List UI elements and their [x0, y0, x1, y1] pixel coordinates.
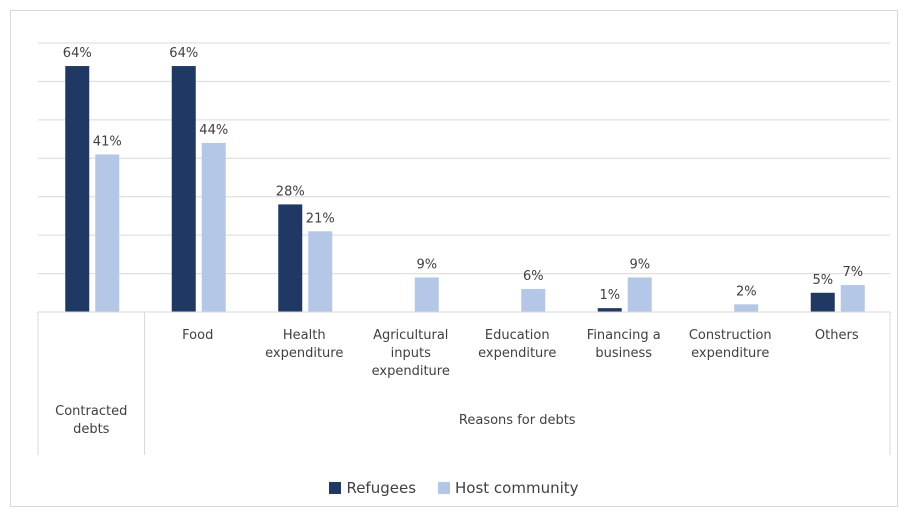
- bar: [171, 66, 196, 312]
- x-tick-label: Others: [814, 328, 859, 343]
- bar: [840, 285, 865, 312]
- bar: [65, 66, 90, 312]
- data-label: 5%: [812, 273, 833, 288]
- legend-swatch: [438, 482, 451, 494]
- legend-label: Refugees: [346, 479, 417, 497]
- x-tick-label: Food: [182, 328, 214, 343]
- legend: Refugees Host community: [0, 479, 908, 497]
- data-label: 41%: [93, 134, 122, 149]
- data-label: 6%: [523, 269, 544, 284]
- bar: [308, 231, 333, 312]
- data-label: 64%: [169, 46, 198, 61]
- data-label: 44%: [199, 123, 228, 138]
- legend-item: Refugees: [329, 479, 416, 497]
- data-label: 28%: [276, 184, 305, 199]
- x-tick-label: Education expenditure: [478, 328, 557, 361]
- data-label: 9%: [416, 257, 437, 272]
- group-label: Contracted debts: [55, 404, 128, 437]
- data-label: 21%: [306, 211, 335, 226]
- bar: [810, 292, 835, 312]
- chart-frame: [10, 10, 898, 507]
- x-tick-label: Agricultural inputs expenditure: [371, 328, 450, 379]
- data-label: 9%: [629, 257, 650, 272]
- group-label: Reasons for debts: [458, 413, 576, 428]
- data-label: 64%: [63, 46, 92, 61]
- data-label: 7%: [842, 265, 863, 280]
- bar: [627, 277, 652, 312]
- legend-item: Host community: [438, 479, 579, 497]
- bar: [278, 204, 303, 312]
- x-tick-label: Health expenditure: [265, 328, 344, 361]
- bar: [414, 277, 439, 312]
- bar: [521, 288, 546, 312]
- bar: [597, 308, 622, 312]
- x-tick-label: Financing a business: [586, 328, 661, 361]
- x-tick-label: Construction expenditure: [688, 328, 772, 361]
- data-label: 1%: [599, 288, 620, 303]
- bar: [201, 142, 226, 312]
- legend-label: Host community: [455, 479, 579, 497]
- legend-swatch: [329, 482, 342, 494]
- bar: [734, 304, 759, 312]
- data-label: 2%: [736, 284, 757, 299]
- bar: [95, 154, 120, 312]
